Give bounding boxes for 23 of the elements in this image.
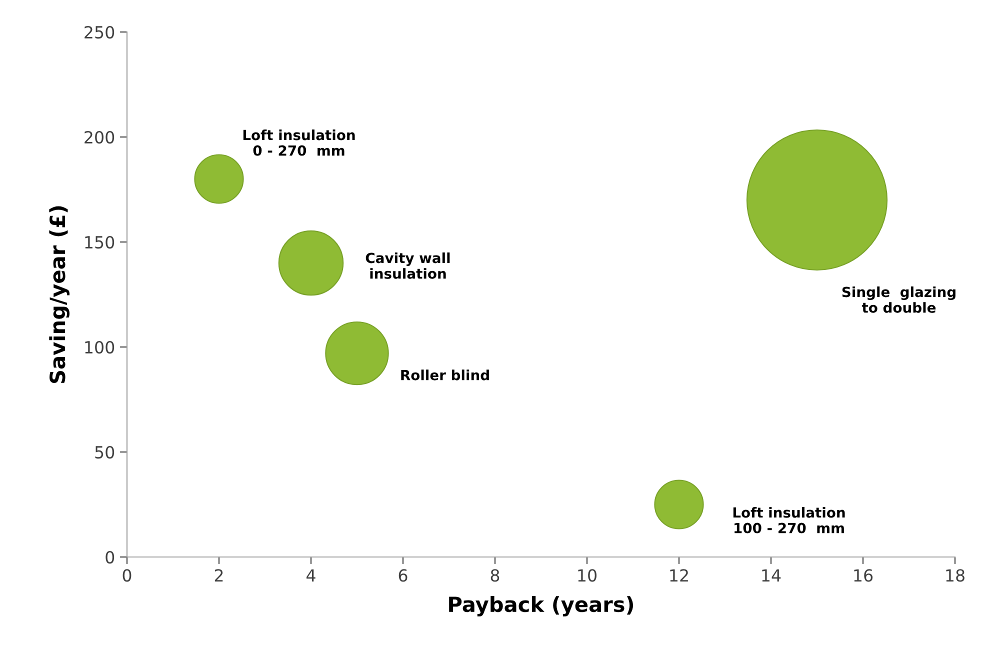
y-tick-label: 250: [84, 26, 114, 39]
x-tick-label: 18: [946, 569, 964, 582]
x-tick-label: 14: [762, 569, 781, 582]
x-tick-label: 12: [670, 569, 688, 582]
x-tick-label: 8: [490, 569, 500, 582]
y-axis-title: Saving/year (£): [49, 206, 70, 383]
y-tick-label: 50: [95, 446, 114, 459]
y-tick-label: 100: [85, 340, 114, 354]
x-tick-label: 4: [306, 569, 316, 582]
x-tick-label: 10: [578, 569, 596, 582]
series-label: Single glazing to double: [842, 286, 956, 313]
text: Loft insulation 100 - 270 mm: [733, 507, 845, 534]
y-tick-label: 200: [84, 130, 114, 144]
x-tick-label: 16: [854, 569, 873, 582]
x-tick-label: 2: [214, 569, 223, 582]
x-tick-label: 0: [122, 569, 132, 582]
y-tick-label: 0: [106, 550, 114, 564]
series-label: Loft insulation 0 - 270 mm: [243, 130, 355, 156]
y-tick-label: 150: [85, 236, 114, 249]
series-label: Cavity wall insulation: [366, 252, 450, 279]
series-label: Roller blind: [401, 370, 489, 380]
x-axis-title: Payback (years): [449, 596, 634, 616]
x-tick-label: 6: [398, 569, 408, 582]
